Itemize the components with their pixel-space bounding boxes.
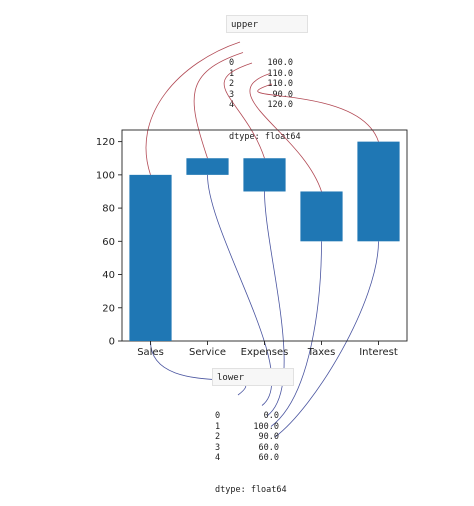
upper-dtype: dtype: float64	[229, 131, 301, 142]
x-tick-label-expenses: Expenses	[241, 347, 289, 358]
bar-taxes	[300, 191, 343, 242]
lower-index-4: 4	[215, 453, 221, 463]
lower-series-values: 0 0.0 1 100.0 2 90.0 3 60.0 4 60.0 dtype: float64	[215, 390, 287, 506]
lower-index-2: 2	[215, 432, 221, 442]
lower-link-expenses	[264, 191, 285, 417]
upper-index-2: 2	[229, 79, 235, 89]
upper-row-3: 3 90.0	[229, 90, 301, 101]
lower-link-sales	[150, 340, 247, 396]
upper-value-1: 110.0	[267, 68, 293, 79]
x-axis: Sales Service Expenses Taxes Interest	[137, 341, 398, 358]
x-tick-label-sales: Sales	[137, 347, 164, 358]
y-tick-label-60: 60	[102, 237, 115, 248]
upper-link-service	[193, 52, 244, 159]
bar-sales	[129, 174, 172, 341]
y-tick-label-20: 20	[102, 303, 115, 314]
upper-link-taxes	[249, 73, 322, 192]
lower-row-2: 2 90.0	[215, 432, 287, 443]
lower-row-1: 1 100.0	[215, 422, 287, 433]
upper-row-4: 4 120.0	[229, 100, 301, 111]
bar-interest	[357, 141, 400, 242]
bar-expenses	[243, 158, 286, 192]
y-tick-label-40: 40	[102, 270, 115, 281]
lower-value-2: 90.0	[258, 432, 279, 442]
lower-value-3: 60.0	[258, 442, 279, 453]
upper-link-sales	[145, 41, 241, 175]
upper-index-4: 4	[229, 100, 235, 110]
lower-row-4: 4 60.0	[215, 453, 287, 464]
upper-index-1: 1	[229, 68, 235, 79]
x-tick-label-interest: Interest	[359, 347, 398, 358]
lower-index-1: 1	[215, 421, 221, 432]
lower-value-4: 60.0	[258, 453, 279, 463]
x-tick-label-service: Service	[189, 347, 226, 358]
upper-series-values: 0 100.0 1 110.0 2 110.0 3 90.0 4 120.0 dtype: flo…	[229, 37, 301, 153]
upper-index-3: 3	[229, 89, 235, 100]
lower-row-3: 3 60.0	[215, 443, 287, 454]
y-tick-label-80: 80	[102, 204, 115, 215]
link-curves	[145, 41, 379, 438]
y-axis: 0 20 40 60 80 100 120	[96, 137, 122, 348]
lower-index-3: 3	[215, 442, 221, 453]
lower-value-0: 0.0	[263, 411, 279, 421]
upper-index-0: 0	[229, 58, 235, 68]
upper-value-0: 100.0	[267, 58, 293, 68]
bars	[129, 141, 400, 341]
upper-row-1: 1 110.0	[229, 69, 301, 80]
lower-row-0: 0 0.0	[215, 411, 287, 422]
upper-row-2: 2 110.0	[229, 79, 301, 90]
lower-index-0: 0	[215, 411, 221, 421]
y-tick-label-0: 0	[109, 337, 115, 348]
upper-row-0: 0 100.0	[229, 58, 301, 69]
upper-series-title: upper	[226, 15, 308, 33]
x-tick-label-taxes: Taxes	[307, 347, 336, 358]
lower-series-title: lower	[212, 368, 294, 386]
upper-link-interest	[257, 83, 379, 142]
bar-service	[186, 158, 229, 175]
upper-value-4: 120.0	[267, 100, 293, 110]
lower-value-1: 100.0	[253, 421, 279, 432]
lower-dtype: dtype: float64	[215, 484, 287, 495]
y-tick-label-120: 120	[96, 137, 115, 148]
y-tick-label-100: 100	[96, 170, 115, 181]
upper-value-2: 110.0	[267, 79, 293, 89]
upper-link-expenses	[223, 62, 265, 159]
lower-link-service	[207, 174, 273, 406]
lower-link-taxes	[270, 241, 322, 427]
lower-link-interest	[274, 241, 379, 438]
upper-value-3: 90.0	[272, 89, 293, 100]
